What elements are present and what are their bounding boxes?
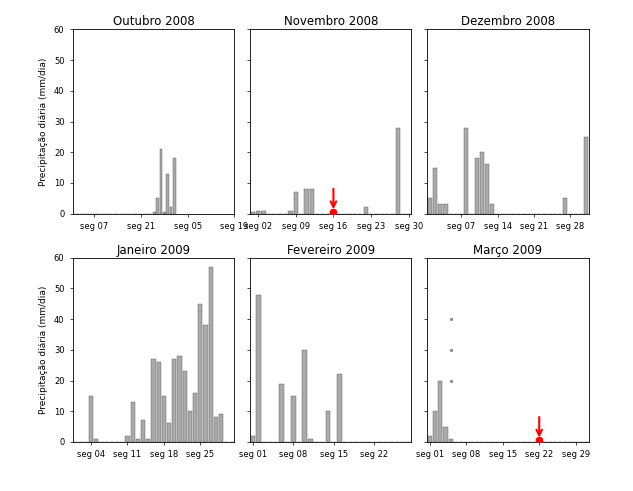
- Bar: [279, 383, 284, 442]
- Bar: [443, 427, 448, 442]
- Bar: [303, 350, 307, 442]
- Bar: [563, 198, 567, 214]
- Bar: [584, 137, 588, 214]
- Bar: [485, 164, 489, 214]
- Bar: [291, 396, 296, 442]
- Bar: [173, 159, 175, 214]
- Bar: [188, 411, 192, 442]
- Bar: [162, 396, 166, 442]
- Title: Outubro 2008: Outubro 2008: [113, 15, 194, 28]
- Bar: [172, 359, 177, 442]
- Bar: [308, 439, 313, 442]
- Bar: [475, 159, 479, 214]
- Bar: [438, 381, 442, 442]
- Title: Janeiro 2009: Janeiro 2009: [116, 244, 191, 257]
- Bar: [170, 208, 172, 214]
- Bar: [166, 174, 169, 214]
- Title: Novembro 2008: Novembro 2008: [284, 15, 378, 28]
- Bar: [325, 411, 330, 442]
- Bar: [480, 152, 484, 214]
- Bar: [304, 189, 309, 214]
- Bar: [146, 439, 151, 442]
- Y-axis label: Precipitação diária (mm/dia): Precipitação diária (mm/dia): [39, 57, 48, 186]
- Bar: [256, 211, 260, 214]
- Bar: [130, 402, 135, 442]
- Bar: [449, 439, 453, 442]
- Bar: [89, 396, 93, 442]
- Bar: [251, 212, 255, 214]
- Bar: [251, 436, 255, 442]
- Bar: [141, 420, 145, 442]
- Bar: [396, 128, 400, 214]
- Bar: [433, 167, 437, 214]
- Title: Fevereiro 2009: Fevereiro 2009: [287, 244, 375, 257]
- Title: Março 2009: Março 2009: [473, 244, 542, 257]
- Bar: [491, 204, 494, 214]
- Bar: [136, 439, 140, 442]
- Bar: [428, 198, 432, 214]
- Bar: [153, 212, 156, 214]
- Bar: [183, 371, 187, 442]
- Bar: [156, 198, 159, 214]
- Bar: [160, 149, 162, 214]
- Bar: [219, 414, 223, 442]
- Bar: [438, 204, 442, 214]
- Y-axis label: Precipitação diária (mm/dia): Precipitação diária (mm/dia): [39, 286, 48, 414]
- Bar: [203, 326, 208, 442]
- Bar: [125, 436, 130, 442]
- Bar: [156, 362, 161, 442]
- Bar: [310, 189, 314, 214]
- Bar: [464, 128, 468, 214]
- Title: Dezembro 2008: Dezembro 2008: [461, 15, 555, 28]
- Bar: [294, 192, 298, 214]
- Bar: [363, 208, 368, 214]
- Bar: [167, 423, 171, 442]
- Bar: [209, 267, 213, 442]
- Bar: [337, 374, 342, 442]
- Bar: [177, 356, 182, 442]
- Bar: [261, 211, 266, 214]
- Bar: [428, 436, 432, 442]
- Bar: [163, 212, 166, 214]
- Bar: [151, 359, 156, 442]
- Bar: [94, 439, 98, 442]
- Bar: [214, 417, 218, 442]
- Bar: [198, 304, 203, 442]
- Bar: [288, 211, 292, 214]
- Bar: [256, 295, 261, 442]
- Bar: [443, 204, 448, 214]
- Bar: [193, 393, 197, 442]
- Bar: [433, 411, 437, 442]
